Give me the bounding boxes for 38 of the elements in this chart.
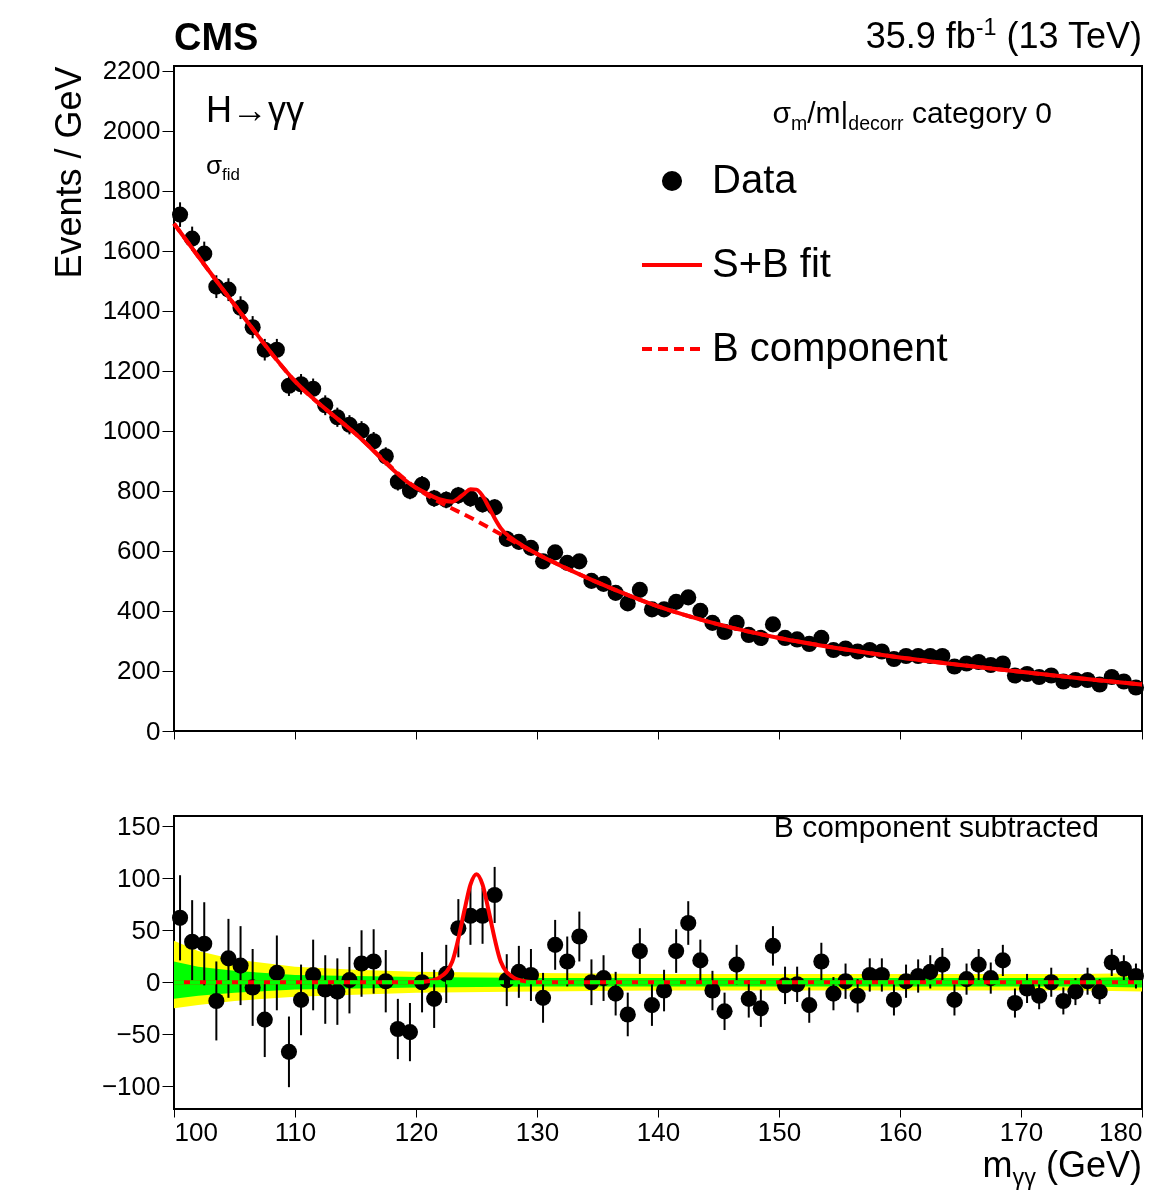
y-tick-label: 2000 bbox=[102, 115, 161, 146]
y-tick-label: 150 bbox=[117, 810, 161, 841]
x-tick-label: 140 bbox=[636, 1116, 681, 1147]
y-tick-label: 1400 bbox=[102, 295, 161, 326]
y-tick-label: 600 bbox=[117, 535, 161, 566]
chart-title: CMS bbox=[174, 16, 259, 58]
y-tick-label: −100 bbox=[101, 1070, 161, 1101]
y-tick-label: −50 bbox=[116, 1018, 161, 1049]
legend-label: Data bbox=[712, 157, 798, 201]
y-tick-label: 200 bbox=[117, 655, 161, 686]
annotation: B component subtracted bbox=[773, 810, 1099, 843]
y-tick-label: 0 bbox=[146, 966, 161, 997]
annotation: σ$_{fid}$ bbox=[206, 150, 240, 185]
annotation: H→γγ bbox=[206, 89, 304, 130]
y-tick-label: 50 bbox=[131, 914, 161, 945]
x-tick-label: 110 bbox=[274, 1116, 317, 1147]
y-tick-label: 2200 bbox=[102, 55, 161, 85]
y-tick-label: 100 bbox=[117, 862, 161, 893]
y-axis-title: Events / GeV bbox=[47, 66, 89, 279]
x-tick-label: 130 bbox=[515, 1116, 560, 1147]
y-tick-label: 1000 bbox=[102, 415, 161, 446]
x-tick-label: 180 bbox=[1099, 1116, 1143, 1147]
y-tick-label: 1600 bbox=[102, 235, 161, 266]
x-tick-label: 170 bbox=[999, 1116, 1044, 1147]
y-tick-label: 800 bbox=[117, 475, 161, 506]
x-tick-label: 120 bbox=[394, 1116, 439, 1147]
x-tick-label: 150 bbox=[757, 1116, 802, 1147]
y-tick-label: 0 bbox=[146, 715, 161, 746]
y-tick-label: 1200 bbox=[102, 355, 161, 386]
x-tick-label: 100 bbox=[174, 1116, 218, 1147]
x-axis-title: m$_{γγ}$ (GeV) bbox=[982, 1144, 1142, 1191]
chart-subtitle: 35.9 fb$^{-1}$ (13 TeV) bbox=[865, 14, 1142, 56]
x-tick-label: 160 bbox=[878, 1116, 923, 1147]
legend-label: B component bbox=[712, 325, 948, 369]
legend-label: S+B fit bbox=[712, 241, 831, 285]
annotation: σ$_{m}$/m|$_{decorr}$ category 0 bbox=[772, 96, 1052, 134]
y-tick-label: 400 bbox=[117, 595, 161, 626]
y-tick-label: 1800 bbox=[102, 175, 161, 206]
